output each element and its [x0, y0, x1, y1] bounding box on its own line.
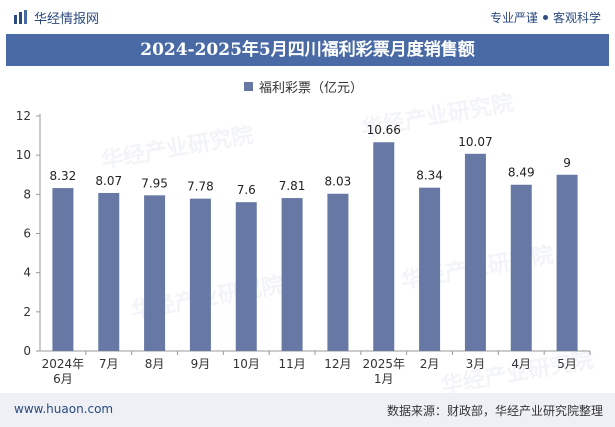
x-tick-label: 6月 — [53, 372, 73, 386]
x-tick-label: 3月 — [466, 357, 486, 371]
bar-value-label: 7.81 — [279, 179, 306, 193]
bar-value-label: 7.95 — [141, 176, 168, 190]
x-tick-label: 2024年 — [42, 357, 85, 371]
bar-value-label: 7.6 — [237, 183, 256, 197]
y-tick-label: 6 — [23, 227, 31, 241]
x-tick-label: 7月 — [99, 357, 119, 371]
bar-value-label: 8.34 — [416, 169, 443, 183]
x-tick-label: 9月 — [191, 357, 211, 371]
bar — [556, 174, 578, 351]
brand-name: 华经情报网 — [34, 12, 100, 27]
bar — [373, 142, 395, 351]
x-tick-label: 10月 — [233, 357, 260, 371]
separator-dot-icon — [542, 15, 548, 20]
bar-value-label: 9 — [563, 156, 571, 170]
x-tick-label: 4月 — [511, 357, 531, 371]
bar — [510, 184, 532, 351]
bar — [281, 198, 303, 351]
y-tick-label: 12 — [16, 109, 31, 123]
bar — [419, 187, 441, 351]
x-tick-label: 2025年 — [362, 357, 405, 371]
bar-value-label: 8.07 — [95, 174, 122, 188]
y-tick-label: 0 — [23, 344, 31, 358]
tagline-professional: 专业严谨 — [489, 11, 538, 25]
bar-value-label: 8.32 — [50, 169, 77, 183]
footer-website[interactable]: www.huaon.com — [14, 402, 114, 416]
legend-label: 福利彩票（亿元） — [259, 81, 364, 96]
tagline-objective: 客观科学 — [552, 11, 601, 25]
bar — [464, 153, 486, 351]
x-tick-label: 11月 — [278, 357, 305, 371]
y-tick-label: 2 — [23, 305, 31, 319]
bar — [52, 188, 74, 351]
bar — [189, 198, 211, 351]
y-tick-label: 10 — [16, 148, 31, 162]
bar — [235, 202, 257, 351]
bar — [144, 195, 166, 351]
bar-value-label: 10.07 — [458, 135, 492, 149]
chart-legend: 福利彩票（亿元） — [244, 77, 363, 96]
x-tick-label: 1月 — [374, 372, 394, 386]
x-tick-label: 12月 — [324, 357, 351, 371]
footer: www.huaon.com 数据来源：财政部，华经产业研究院整理 — [0, 393, 615, 427]
bar — [98, 192, 120, 351]
footer-source: 数据来源：财政部，华经产业研究院整理 — [386, 404, 603, 418]
bar-value-label: 10.66 — [367, 123, 401, 137]
y-tick-label: 4 — [23, 266, 31, 280]
bar — [327, 193, 349, 351]
bar-value-label: 7.78 — [187, 180, 214, 194]
chart-title: 2024-2025年5月四川福利彩票月度销售额 — [140, 40, 475, 60]
x-tick-label: 2月 — [420, 357, 440, 371]
title-bar: 2024-2025年5月四川福利彩票月度销售额 — [6, 34, 609, 66]
y-tick-label: 8 — [23, 187, 31, 201]
top-bar: 华经情报网 专业严谨 客观科学 — [0, 0, 615, 34]
x-tick-label: 8月 — [145, 357, 165, 371]
tagline: 专业严谨 客观科学 — [490, 9, 601, 26]
legend-swatch — [244, 82, 253, 91]
bar-value-label: 8.49 — [508, 166, 535, 180]
logo-icon — [14, 10, 27, 24]
bar-value-label: 8.03 — [325, 175, 352, 189]
x-tick-label: 5月 — [557, 357, 577, 371]
